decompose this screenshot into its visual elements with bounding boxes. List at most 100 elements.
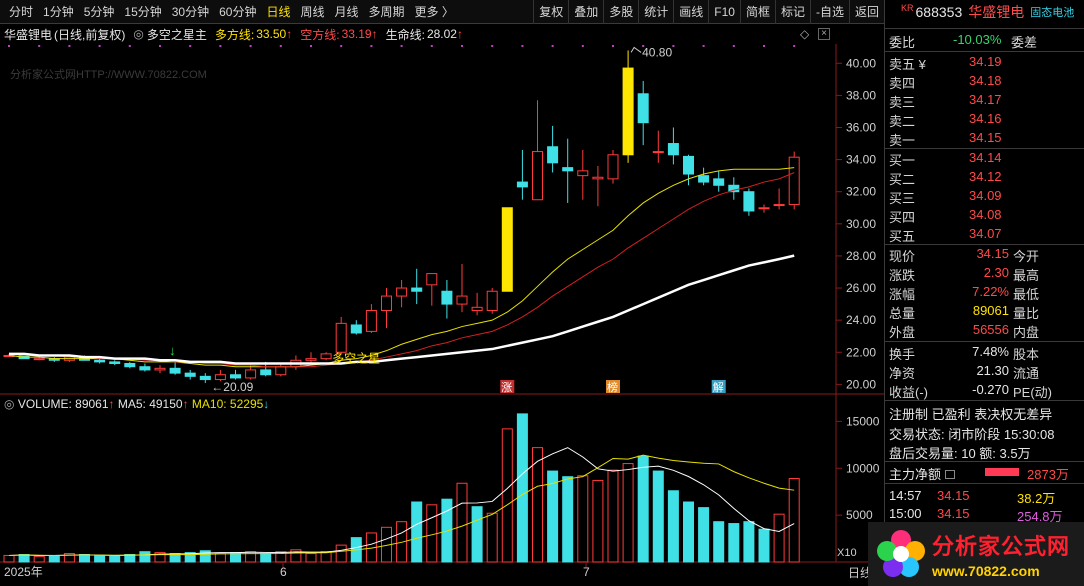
bid-price: 34.12 bbox=[969, 169, 1002, 184]
volume-bar bbox=[547, 470, 559, 563]
signal-dot bbox=[702, 45, 705, 47]
period-tab-1[interactable]: 1分钟 bbox=[43, 4, 74, 19]
stat-row: 换手 7.48% 股本 bbox=[889, 344, 1039, 363]
volume-bar bbox=[426, 504, 438, 563]
diamond-icon[interactable]: ◇ bbox=[800, 27, 810, 41]
weicha-label: 委差 bbox=[1011, 35, 1038, 50]
stat-row: 外盘 56556 内盘 bbox=[889, 322, 1039, 341]
candle-body bbox=[350, 324, 362, 334]
stat-value: -0.270 bbox=[972, 382, 1009, 397]
candle-body bbox=[728, 184, 740, 193]
chart-canvas[interactable]: 分析家公式网HTTP://WWW.70822.COM 40.00 38.00 36.0… bbox=[0, 0, 884, 586]
signal-dot bbox=[189, 45, 192, 47]
ask-row[interactable]: 卖五 ¥ 34.19 bbox=[889, 54, 1002, 73]
candle-body bbox=[501, 207, 513, 292]
stat-row: 总量 89061 量比 bbox=[889, 303, 1039, 322]
signal-dot bbox=[763, 45, 765, 47]
stat-row: 净资 21.30 流通 bbox=[889, 363, 1039, 382]
signal-dot bbox=[340, 45, 343, 47]
price-tick-label: 28.00 bbox=[846, 249, 876, 263]
up-arrow-icon: ↑ bbox=[109, 397, 115, 411]
bid-price: 34.09 bbox=[969, 188, 1002, 203]
bid-row[interactable]: 买一 34.14 bbox=[889, 150, 1002, 169]
period-tab-6[interactable]: 日线 bbox=[266, 4, 291, 19]
tick-volume: 38.2万 bbox=[1017, 491, 1056, 506]
period-tab-4[interactable]: 30分钟 bbox=[171, 4, 210, 19]
watermark-url: www.70822.com bbox=[932, 563, 1040, 579]
bid-row[interactable]: 买二 34.12 bbox=[889, 169, 1002, 188]
ask-row[interactable]: 卖一 34.15 bbox=[889, 130, 1002, 149]
tick-row: 15:00 34.15 254.8万 bbox=[889, 506, 1063, 524]
stat-value: 7.48% bbox=[972, 344, 1009, 359]
price-tick-label: 40.00 bbox=[846, 56, 876, 70]
volume-bar bbox=[290, 549, 302, 563]
sector-label[interactable]: 固态电池 bbox=[1030, 7, 1075, 19]
stat-right-label: 最高 bbox=[1013, 268, 1040, 283]
short-line-value: 33.19 bbox=[341, 27, 372, 41]
signal-dot bbox=[370, 45, 373, 47]
candle-body bbox=[139, 366, 151, 371]
x-axis-label: 7 bbox=[583, 565, 590, 579]
list-icon[interactable] bbox=[945, 470, 956, 479]
volume-bar bbox=[214, 553, 226, 563]
period-tab-0[interactable]: 分时 bbox=[9, 4, 34, 19]
trade-state: 交易状态: 闭市阶段 15:30:08 bbox=[889, 427, 1055, 442]
legend-ma5: MA5: 49150 bbox=[115, 397, 183, 411]
ask-row[interactable]: 卖四 34.18 bbox=[889, 73, 1002, 92]
tool-button-2[interactable]: 多股 bbox=[603, 0, 638, 24]
candle-body bbox=[698, 175, 710, 183]
price-tick-label: 22.00 bbox=[846, 345, 876, 359]
volume-bar bbox=[698, 507, 710, 563]
period-tab-2[interactable]: 5分钟 bbox=[83, 4, 115, 19]
price-tick-label: 32.00 bbox=[846, 185, 876, 199]
tool-button-9[interactable]: 返回 bbox=[848, 0, 884, 24]
tools-toolbar: 复权 叠加 多股 统计 画线 F10 简框 标记 -自选 返回 bbox=[533, 0, 884, 24]
bid-label: 买二 bbox=[889, 172, 916, 187]
price-tick-label: 30.00 bbox=[846, 217, 876, 231]
tool-button-0[interactable]: 复权 bbox=[533, 0, 568, 24]
close-icon[interactable]: × bbox=[818, 28, 830, 40]
bid-row[interactable]: 买三 34.09 bbox=[889, 188, 1002, 207]
period-tab-7[interactable]: 周线 bbox=[300, 4, 325, 19]
tool-button-7[interactable]: 标记 bbox=[774, 0, 810, 24]
period-tab-3[interactable]: 15分钟 bbox=[124, 4, 162, 19]
series-line-0 bbox=[8, 167, 795, 368]
tool-button-6[interactable]: 简框 bbox=[739, 0, 775, 24]
indicator-name[interactable]: 多空之星主 bbox=[146, 27, 207, 42]
period-tab-10[interactable]: 更多 〉 bbox=[414, 4, 454, 19]
event-marker-badge bbox=[606, 380, 620, 393]
ask-row[interactable]: 卖二 34.16 bbox=[889, 111, 1002, 130]
price-tick-label: 24.00 bbox=[846, 313, 876, 327]
signal-dot bbox=[672, 45, 675, 47]
volume-bar bbox=[305, 553, 317, 563]
buy-arrow-icon: ↓ bbox=[169, 343, 176, 358]
candle-body bbox=[667, 143, 679, 156]
tool-button-3[interactable]: 统计 bbox=[638, 0, 673, 24]
tool-button-8[interactable]: -自选 bbox=[809, 0, 849, 24]
period-tab-8[interactable]: 月线 bbox=[334, 4, 359, 19]
candle-body bbox=[486, 290, 498, 312]
volume-bar bbox=[456, 482, 468, 563]
weibi-label: 委比 bbox=[889, 35, 916, 50]
tool-button-1[interactable]: 叠加 bbox=[568, 0, 603, 24]
ask-row[interactable]: 卖三 34.17 bbox=[889, 92, 1002, 111]
bid-price: 34.07 bbox=[969, 226, 1002, 241]
event-marker-label: 榜 bbox=[607, 380, 618, 394]
price-tick-label: 38.00 bbox=[846, 88, 876, 102]
candle-body bbox=[456, 295, 468, 305]
event-marker-label: 解 bbox=[713, 380, 724, 394]
period-tab-9[interactable]: 多周期 bbox=[368, 4, 405, 19]
tool-button-4[interactable]: 画线 bbox=[673, 0, 708, 24]
volume-bar bbox=[486, 512, 498, 563]
stat-label: 涨幅 bbox=[889, 287, 916, 302]
bid-row[interactable]: 买四 34.08 bbox=[889, 207, 1002, 226]
bid-row[interactable]: 买五 34.07 bbox=[889, 226, 1002, 245]
signal-dot bbox=[581, 45, 584, 47]
volume-bar bbox=[199, 550, 211, 563]
candle-body bbox=[652, 151, 664, 154]
ask-price: 34.19 bbox=[969, 54, 1002, 69]
tool-button-5[interactable]: F10 bbox=[708, 0, 740, 24]
volume-bar bbox=[532, 447, 543, 563]
settings-icon[interactable]: ◎ bbox=[133, 27, 144, 41]
period-tab-5[interactable]: 60分钟 bbox=[219, 4, 257, 19]
